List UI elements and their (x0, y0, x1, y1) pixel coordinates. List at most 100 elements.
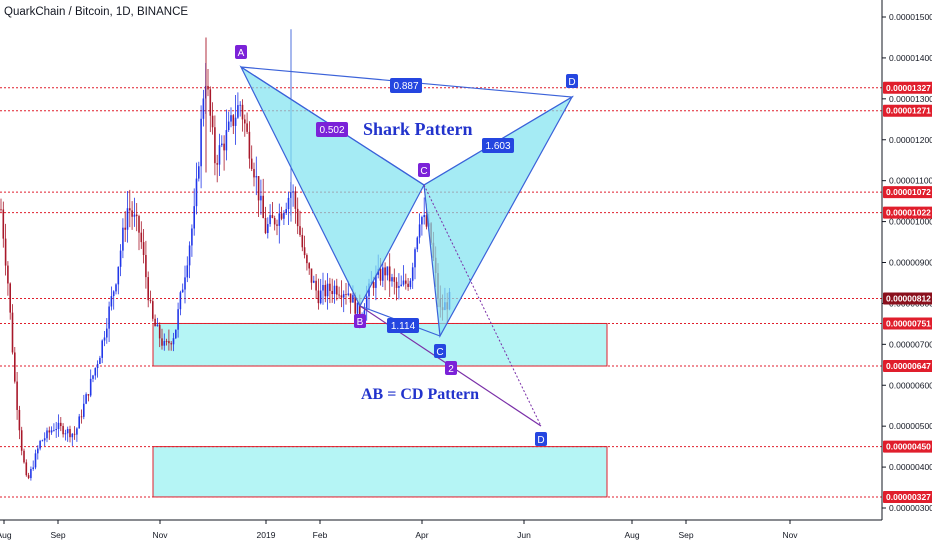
candle-body (347, 293, 350, 295)
abcd-c-label: C (434, 344, 446, 358)
price-tag-bg (883, 490, 932, 503)
candle-body (62, 426, 64, 435)
candle-body (43, 438, 46, 441)
candle-body (69, 428, 71, 438)
candle-body (152, 301, 154, 319)
ratio-badge-text: 0.887 (393, 81, 418, 92)
candle-body (356, 302, 359, 314)
price-level-tag: 0.00000327 (883, 490, 932, 503)
candle-body (135, 214, 138, 217)
candle-body (140, 232, 143, 243)
price-tag-text: 0.00000812 (886, 294, 931, 304)
price-tag-bg (883, 292, 932, 305)
y-tick-label: 0.00000600 (889, 380, 932, 390)
shark-triangle-abc (239, 65, 425, 308)
x-tick-label: Nov (782, 530, 798, 540)
candle-body (106, 328, 108, 338)
ratio-ad-label: 0.887 (390, 78, 422, 93)
point-badge-bg (445, 361, 457, 375)
candle-body (326, 283, 329, 297)
point-badge-text: 2 (448, 364, 454, 375)
abcd-d-label: D (535, 432, 547, 446)
candle-body (57, 422, 60, 430)
candle-body (99, 357, 101, 365)
candle-body (414, 249, 416, 268)
candle-body (46, 430, 48, 439)
candle-body (322, 284, 324, 291)
ratio-badge-bg (390, 78, 422, 93)
candle-body (329, 283, 331, 291)
candle-body (273, 217, 276, 225)
y-tick-label: 0.00001200 (889, 135, 932, 145)
candle-body (331, 290, 333, 295)
candle-body (64, 433, 67, 435)
ratio-bd-label: 1.114 (387, 318, 419, 333)
support-zone (152, 446, 608, 498)
x-tick-label: Aug (0, 530, 12, 540)
candle-body (237, 105, 239, 118)
shark-pattern-title: Shark Pattern (363, 119, 473, 139)
price-tag-text: 0.00000751 (886, 318, 931, 328)
candle-body (181, 289, 184, 293)
candle-body (363, 310, 366, 317)
chart-title: QuarkChain / Bitcoin, 1D, BINANCE (4, 6, 189, 18)
price-level-tag: 0.00000751 (883, 317, 932, 330)
candle-body (216, 163, 218, 165)
candle-body (71, 433, 74, 438)
point-badge-text: D (537, 435, 544, 446)
candle-body (73, 433, 76, 435)
candle-body (211, 115, 214, 128)
candle-body (267, 224, 269, 234)
candle-body (168, 341, 170, 344)
candle-body (296, 208, 299, 227)
price-level-tag: 0.00001022 (883, 206, 932, 219)
candle-body (400, 284, 402, 286)
candle-body (227, 121, 230, 131)
candle-body (34, 453, 37, 468)
candle-body (186, 265, 189, 278)
candle-body (248, 131, 251, 159)
candle-body (103, 337, 106, 341)
candle-body (342, 294, 345, 298)
candle-body (223, 143, 225, 151)
price-axis[interactable]: 0.00001500 0.00001400 0.00001300 0.00001200… (881, 0, 932, 520)
y-tick-label: 0.00000500 (889, 421, 932, 431)
x-tick-label: Apr (415, 530, 428, 540)
candle-body (365, 296, 368, 311)
candle-body (336, 285, 338, 295)
candle-body (122, 227, 124, 251)
y-tick-label: 0.00001000 (889, 217, 932, 227)
candle-body (319, 290, 322, 304)
candle-body (83, 403, 85, 417)
y-tick-label: 0.00001100 (889, 176, 932, 186)
price-level-tag: 0.00000450 (883, 440, 932, 453)
price-tag-text: 0.00000327 (886, 492, 931, 502)
candle-body (66, 428, 69, 434)
candle-body (2, 209, 5, 239)
candle-body (411, 267, 414, 281)
time-axis[interactable]: Aug Sep Nov 2019 Feb Apr Jun Aug Sep Nov (0, 519, 882, 540)
price-tag-bg (883, 81, 932, 94)
candle-body (133, 214, 136, 217)
candle-body (184, 277, 186, 290)
candle-body (214, 127, 216, 164)
candle-body (14, 352, 16, 382)
candle-body (96, 364, 99, 369)
candle-body (230, 115, 232, 122)
candle-body (145, 254, 147, 278)
price-level-tag: 0.00000647 (883, 360, 932, 373)
point-badge-text: C (436, 347, 443, 358)
candle-body (158, 324, 161, 339)
candle-body (110, 296, 113, 307)
point-badge-bg (535, 432, 547, 446)
candle-body (333, 285, 336, 295)
price-tag-text: 0.00001271 (886, 106, 931, 116)
candle-body (131, 210, 133, 217)
price-tag-text: 0.00001022 (886, 208, 931, 218)
candle-body (200, 118, 202, 167)
candle-body (175, 329, 177, 339)
candle-body (108, 306, 110, 329)
candle-body (179, 292, 182, 310)
candle-body (313, 280, 315, 283)
